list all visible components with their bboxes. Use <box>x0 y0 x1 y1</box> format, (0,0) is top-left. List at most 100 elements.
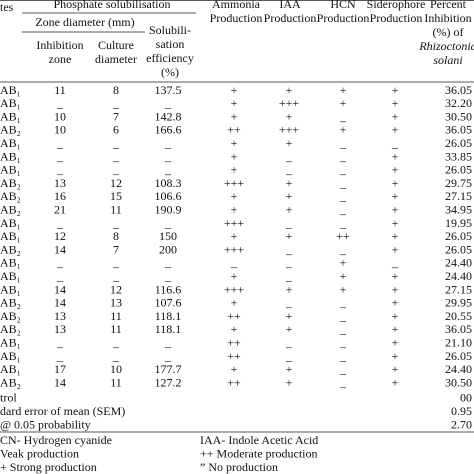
cell: _ <box>339 335 347 349</box>
cell: _ <box>56 349 64 363</box>
cell: _ <box>56 335 64 349</box>
cell: +++ <box>224 176 245 190</box>
cell: AB₁ <box>0 216 21 230</box>
cell: _ <box>164 136 172 150</box>
cell: AB₁ <box>0 269 21 283</box>
header: Siderophore <box>367 0 426 11</box>
cell: 190.9 <box>155 202 182 216</box>
cell: 36.05 <box>445 83 472 97</box>
cell: 11 <box>110 322 122 336</box>
footnote: ++ Moderate production <box>200 446 318 460</box>
cell: _ <box>164 269 172 283</box>
cell: + <box>231 149 238 163</box>
cell: 12 <box>110 176 122 190</box>
cell: _ <box>112 163 120 177</box>
cell: _ <box>391 256 399 270</box>
summary-value: 00 <box>460 391 472 405</box>
cell: _ <box>56 136 64 150</box>
cell: + <box>231 269 238 283</box>
footnote: + Strong production <box>0 460 97 474</box>
cell: + <box>340 282 347 296</box>
cell: + <box>286 322 293 336</box>
cell: AB₂ <box>0 189 21 203</box>
cell: 27.15 <box>445 189 472 203</box>
header: Production <box>264 11 317 25</box>
cell: + <box>392 335 399 349</box>
cell: 21.10 <box>445 335 472 349</box>
cell: _ <box>56 96 64 110</box>
cell: +++ <box>224 216 245 230</box>
cell: AB₁ <box>0 96 21 110</box>
cell: AB₁ <box>0 362 21 376</box>
cell: 30.50 <box>445 375 472 389</box>
cell: _ <box>112 136 120 150</box>
cell: 11 <box>110 375 122 389</box>
cell: + <box>392 229 399 243</box>
cell: + <box>392 322 399 336</box>
cell: 36.05 <box>445 123 472 137</box>
cell: _ <box>112 269 120 283</box>
header: sation <box>156 37 185 51</box>
cell: 127.2 <box>155 375 182 389</box>
header: Production <box>370 11 423 25</box>
header: tes <box>0 0 14 14</box>
cell: 108.3 <box>155 176 182 190</box>
cell: 142.8 <box>155 109 182 123</box>
header: diameter <box>95 52 137 66</box>
cell: + <box>231 296 238 310</box>
cell: _ <box>285 256 293 270</box>
cell: _ <box>285 335 293 349</box>
header: Percent <box>430 0 467 11</box>
cell: _ <box>164 216 172 230</box>
cell: ++ <box>227 123 241 137</box>
cell: 24.40 <box>445 256 472 270</box>
cell: 177.7 <box>155 362 182 376</box>
cell: + <box>231 136 238 150</box>
cell: +++ <box>224 242 245 256</box>
cell: + <box>286 202 293 216</box>
footnote: IAA- Indole Acetic Acid <box>200 433 318 447</box>
cell: _ <box>164 149 172 163</box>
cell: + <box>286 109 293 123</box>
header: HCN <box>330 0 356 11</box>
header: Inhibition <box>36 38 83 52</box>
cell: + <box>392 109 399 123</box>
cell: 21 <box>54 202 66 216</box>
cell: _ <box>339 216 347 230</box>
cell: AB₂ <box>0 123 21 137</box>
cell: _ <box>56 216 64 230</box>
cell: 36.05 <box>445 322 472 336</box>
cell: + <box>286 309 293 323</box>
cell: + <box>286 136 293 150</box>
cell: _ <box>285 149 293 163</box>
cell: _ <box>56 256 64 270</box>
cell: _ <box>112 335 120 349</box>
cell: + <box>392 309 399 323</box>
cell: 26.05 <box>445 349 472 363</box>
cell: + <box>231 362 238 376</box>
cell: 118.1 <box>155 309 182 323</box>
cell: _ <box>285 296 293 310</box>
cell: AB₂ <box>0 296 21 310</box>
cell: _ <box>112 349 120 363</box>
cell: 10 <box>54 123 66 137</box>
cell: 30.50 <box>445 109 472 123</box>
cell: _ <box>112 149 120 163</box>
cell: + <box>392 269 399 283</box>
cell: + <box>392 149 399 163</box>
cell: AB₂ <box>0 322 21 336</box>
cell: + <box>392 202 399 216</box>
cell: +++ <box>279 96 300 110</box>
cell: 11 <box>54 83 66 97</box>
header: zone <box>49 52 72 66</box>
cell: _ <box>112 96 120 110</box>
footnote: ” No production <box>200 460 278 474</box>
cell: 11 <box>110 309 122 323</box>
cell: + <box>392 83 399 97</box>
cell: + <box>392 242 399 256</box>
cell: ++ <box>227 375 241 389</box>
cell: ++ <box>227 309 241 323</box>
cell: _ <box>285 269 293 283</box>
cell: + <box>392 216 399 230</box>
cell: _ <box>391 136 399 150</box>
